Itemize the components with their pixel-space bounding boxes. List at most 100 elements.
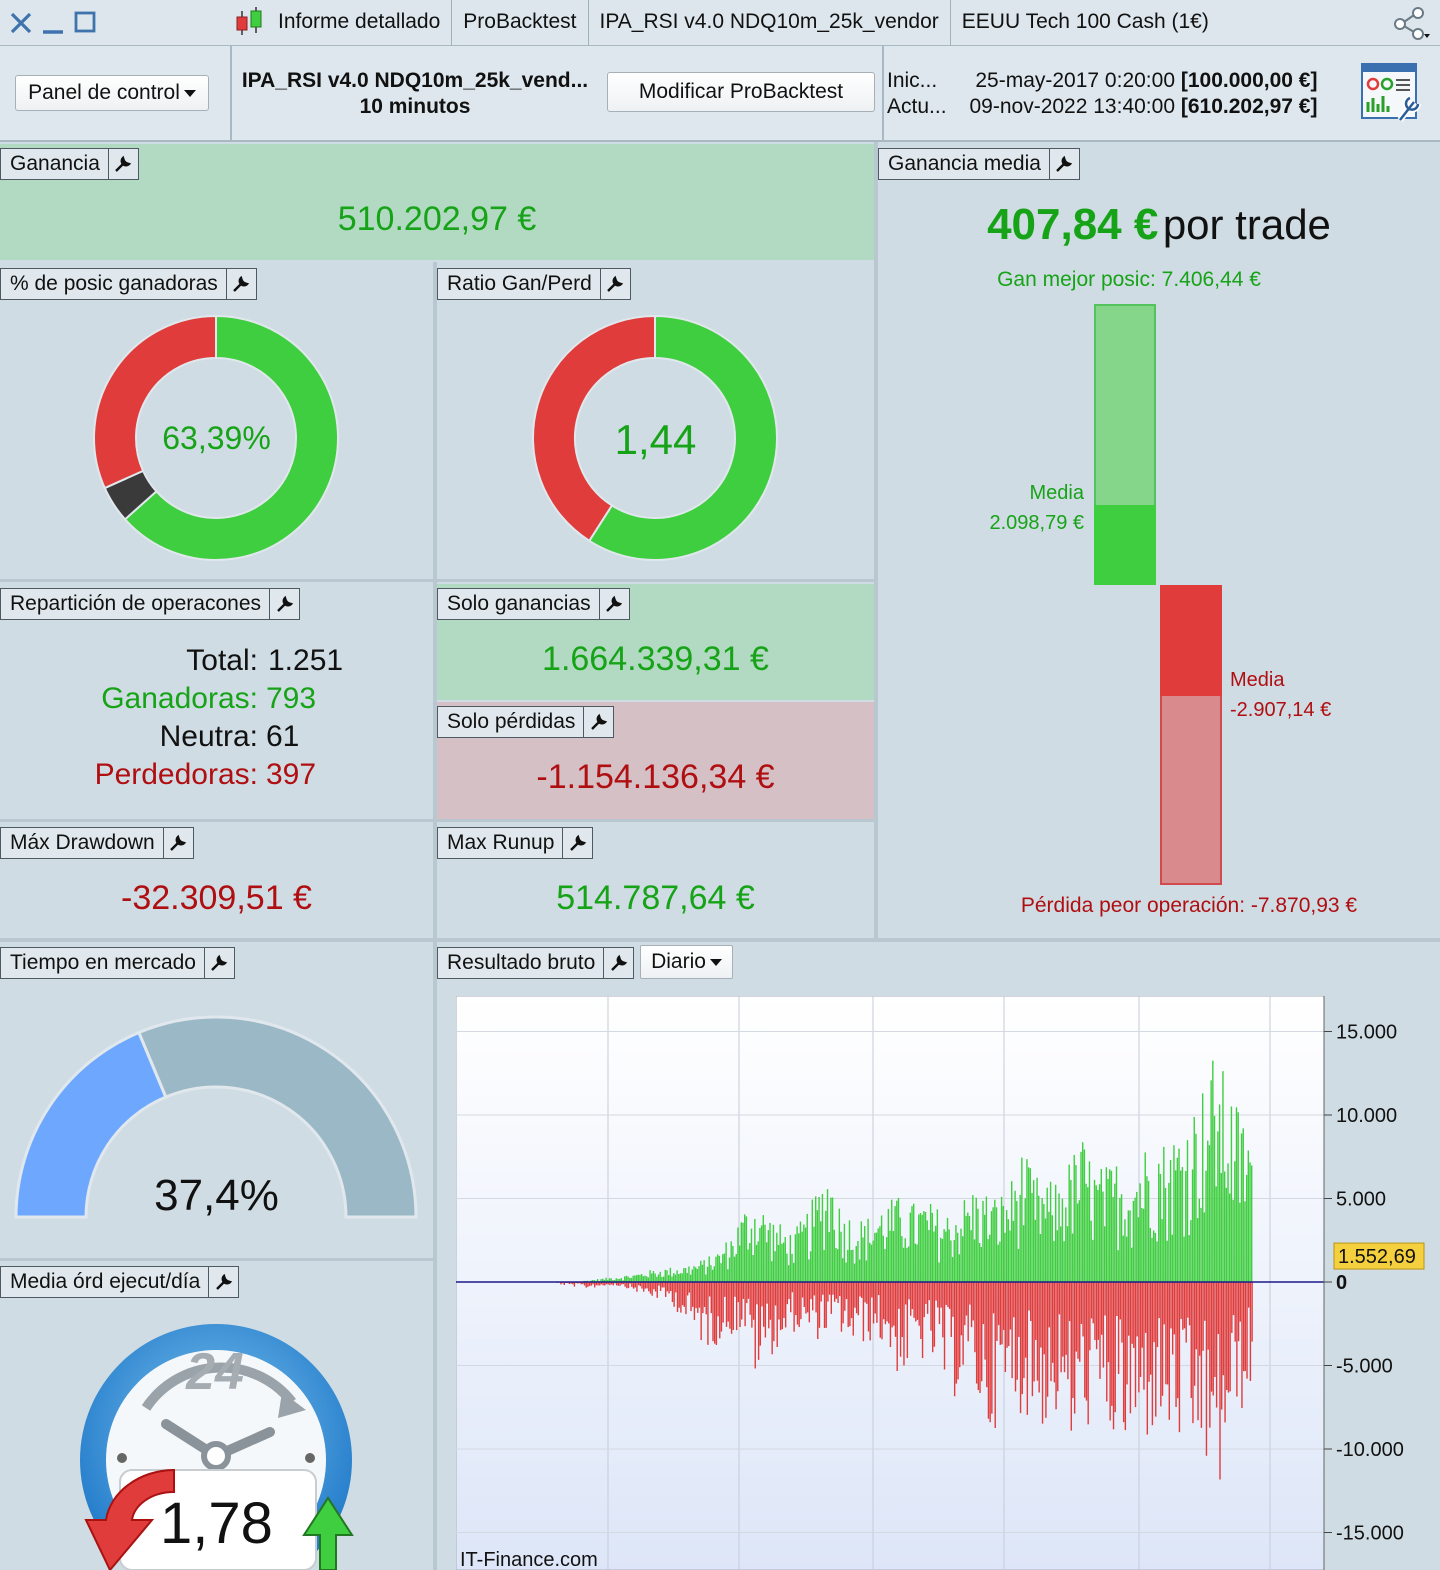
loss-bar <box>653 1282 655 1290</box>
loss-bar <box>680 1282 682 1313</box>
wrench-icon[interactable] <box>562 828 592 858</box>
wrench-icon[interactable] <box>583 707 613 737</box>
loss-bar <box>923 1282 925 1318</box>
tab-informe-detallado[interactable]: Informe detallado <box>232 0 453 46</box>
wrench-icon[interactable] <box>599 269 630 299</box>
period-select[interactable]: Diario <box>640 945 733 979</box>
loss-bar <box>1204 1282 1206 1321</box>
gain-bar <box>943 1229 945 1282</box>
loss-bar <box>1087 1282 1089 1425</box>
gain-bar <box>1076 1203 1079 1282</box>
wrench-icon[interactable] <box>603 948 633 978</box>
gain-bar <box>1208 1145 1211 1282</box>
loss-slice <box>532 314 656 543</box>
gain-bar <box>776 1232 778 1282</box>
wrench-icon[interactable] <box>225 269 256 299</box>
tab-probacktest[interactable]: ProBacktest <box>452 0 589 46</box>
gain-bar <box>733 1256 736 1282</box>
gain-bar <box>1137 1217 1140 1282</box>
loss-bar <box>778 1282 780 1320</box>
gain-bar <box>1210 1080 1212 1282</box>
loss-bar <box>769 1282 772 1320</box>
loss-bar <box>572 1282 574 1285</box>
wrench-icon[interactable] <box>107 149 138 179</box>
loss-bar <box>610 1282 613 1285</box>
wrench-icon[interactable] <box>203 948 234 978</box>
last-value-label: 1.552,69 <box>1338 1246 1416 1268</box>
loss-bar <box>1156 1282 1159 1348</box>
gain-bar <box>836 1249 839 1282</box>
loss-bar <box>1231 1282 1233 1333</box>
modificar-probacktest-button[interactable]: Modificar ProBacktest <box>607 72 875 112</box>
gain-bar <box>789 1234 792 1282</box>
gain-bar <box>923 1211 925 1282</box>
share-icon[interactable] <box>1392 6 1432 42</box>
close-icon[interactable] <box>6 8 36 38</box>
loss-bar <box>1187 1282 1189 1318</box>
gain-bar <box>1176 1157 1179 1282</box>
tab-strategy[interactable]: IPA_RSI v4.0 NDQ10m_25k_vendor <box>589 0 951 46</box>
loss-bar <box>972 1282 974 1321</box>
gain-bar <box>782 1242 785 1282</box>
gain-bar <box>612 1280 614 1282</box>
gain-bar <box>863 1226 866 1282</box>
gain-bar <box>1107 1178 1109 1282</box>
gain-bar <box>828 1231 830 1282</box>
gain-bar <box>992 1207 994 1282</box>
loss-bar <box>1185 1282 1187 1343</box>
loss-bar <box>801 1282 804 1298</box>
loss-bar <box>835 1282 838 1299</box>
loss-bar <box>1100 1282 1103 1335</box>
gain-bar <box>608 1278 611 1282</box>
gain-bar <box>821 1193 824 1282</box>
wrench-icon[interactable] <box>269 589 299 619</box>
gain-bar <box>620 1278 623 1282</box>
gain-bar <box>684 1268 687 1282</box>
wrench-icon[interactable] <box>1048 149 1079 179</box>
loss-bar <box>1095 1282 1098 1350</box>
gain-bar <box>1114 1183 1116 1282</box>
panel-title: Ratio Gan/Perd <box>437 268 631 300</box>
minimize-icon[interactable] <box>38 8 68 38</box>
loss-bar <box>812 1282 814 1311</box>
loss-bar <box>955 1282 958 1384</box>
wrench-icon[interactable] <box>208 1267 238 1297</box>
maximize-icon[interactable] <box>70 8 100 38</box>
gain-bar <box>907 1246 910 1282</box>
loss-bar <box>757 1282 760 1360</box>
period-label: Diario <box>651 950 706 973</box>
loss-bar <box>1234 1282 1236 1342</box>
loss-bar <box>644 1282 647 1289</box>
tab-instrument[interactable]: EEUU Tech 100 Cash (1€) <box>951 0 1220 46</box>
gain-bar <box>1183 1236 1185 1282</box>
wrench-icon[interactable] <box>598 589 629 619</box>
gain-bar <box>774 1251 776 1282</box>
gain-bar <box>1031 1192 1033 1282</box>
gain-bar <box>830 1197 832 1282</box>
loss-bar <box>820 1282 822 1302</box>
gain-bar <box>750 1228 753 1282</box>
gain-bar <box>771 1261 773 1282</box>
gain-bar <box>639 1275 641 1282</box>
loss-bar <box>1200 1282 1203 1428</box>
gain-bar <box>928 1230 930 1282</box>
loss-bar <box>888 1282 890 1324</box>
report-settings-icon[interactable] <box>1360 62 1422 124</box>
loss-bar <box>950 1282 952 1337</box>
panel-de-control-button[interactable]: Panel de control <box>15 75 209 111</box>
wrench-icon[interactable] <box>162 828 193 858</box>
gain-bar <box>784 1237 786 1282</box>
gain-bar <box>1070 1180 1072 1282</box>
loss-bar <box>1033 1282 1035 1382</box>
gain-bar <box>754 1218 756 1282</box>
gain-bar <box>678 1273 680 1282</box>
panel-title: Máx Drawdown <box>0 827 194 859</box>
loss-bar <box>1004 1282 1007 1373</box>
gain-bar <box>1164 1187 1167 1282</box>
gain-bar <box>1156 1241 1158 1282</box>
gain-bar <box>1017 1248 1020 1282</box>
loss-bar <box>1239 1282 1241 1322</box>
gain-bar <box>806 1213 808 1282</box>
loss-bar <box>580 1282 582 1285</box>
loss-bar <box>631 1282 633 1287</box>
